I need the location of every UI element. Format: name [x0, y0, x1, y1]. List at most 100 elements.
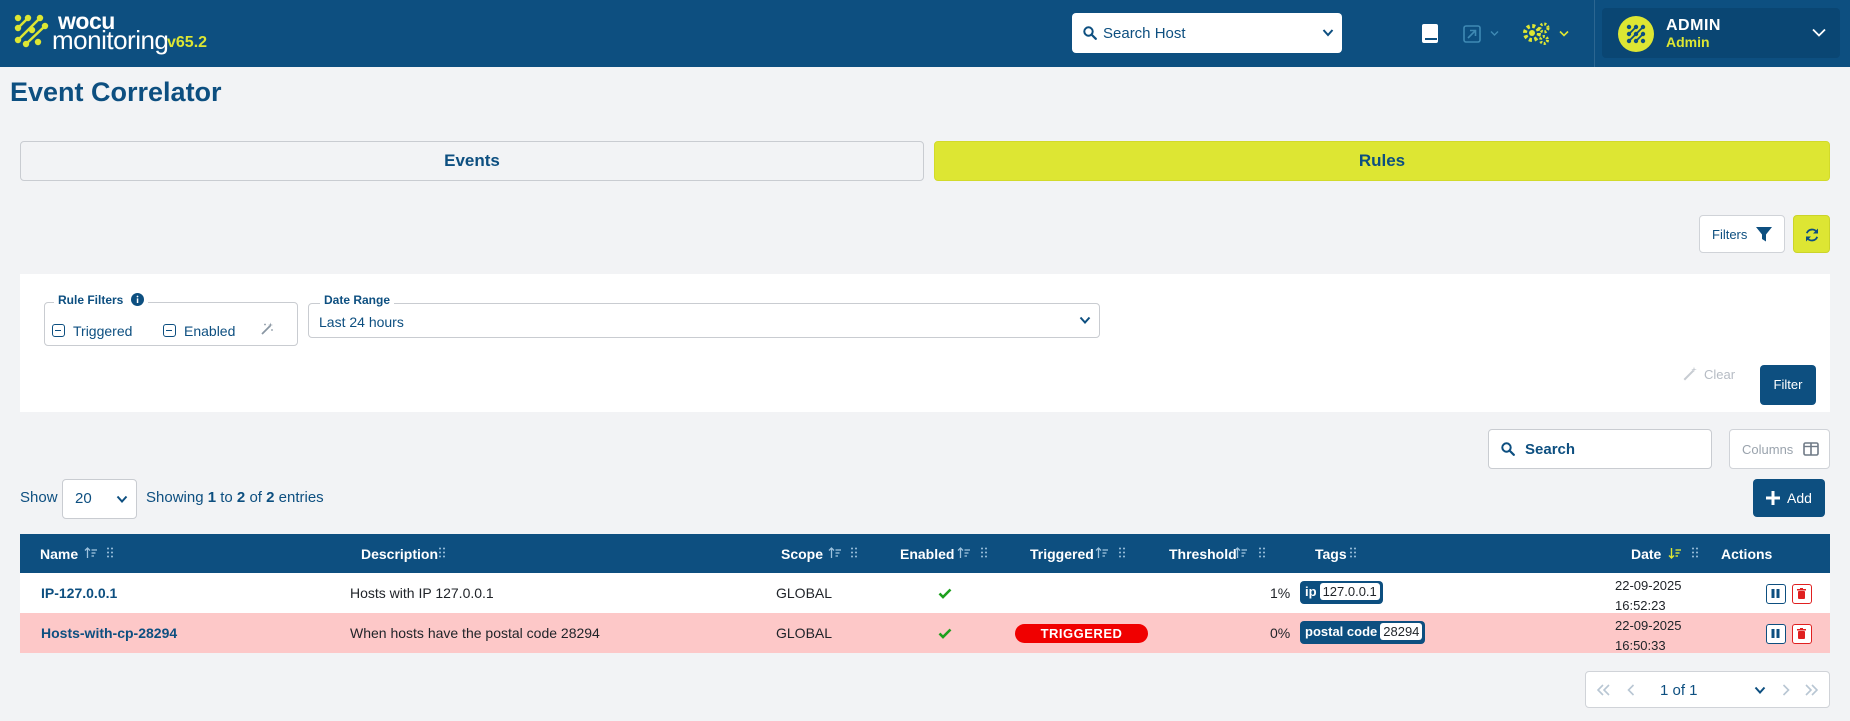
filters-button[interactable]: Filters [1699, 215, 1785, 253]
enabled-label[interactable]: Enabled [184, 323, 236, 339]
drag-handle-icon[interactable] [439, 547, 445, 558]
external-link-icon[interactable] [1463, 25, 1481, 43]
first-page-icon[interactable] [1597, 684, 1610, 696]
pause-button[interactable] [1766, 584, 1786, 604]
chevron-down-icon [1812, 28, 1826, 37]
pause-icon [1771, 589, 1780, 598]
tab-rules[interactable]: Rules [934, 141, 1830, 181]
sort-desc-active-icon[interactable] [1668, 547, 1682, 559]
refresh-button[interactable] [1793, 215, 1830, 253]
drag-handle-icon[interactable] [1350, 547, 1356, 558]
pagination: 1 of 1 [1585, 671, 1830, 708]
delete-button[interactable] [1792, 584, 1812, 604]
drag-handle-icon[interactable] [851, 547, 857, 558]
rule-date-time: 16:52:23 [1615, 598, 1666, 613]
column-header-tags[interactable]: Tags [1315, 546, 1347, 562]
previous-page-icon[interactable] [1627, 684, 1635, 696]
pause-button[interactable] [1766, 624, 1786, 644]
column-header-actions: Actions [1721, 546, 1773, 562]
avatar [1618, 16, 1654, 52]
refresh-icon [1805, 228, 1819, 242]
rule-date-day: 22-09-2025 [1615, 618, 1682, 633]
clear-button[interactable]: Clear [1682, 366, 1735, 390]
add-rule-button[interactable]: Add [1753, 479, 1825, 517]
table-row: IP-127.0.0.1 Hosts with IP 127.0.0.1 GLO… [20, 573, 1830, 613]
wocu-logo-icon[interactable] [14, 14, 50, 50]
info-icon[interactable] [130, 293, 144, 306]
triggered-badge: TRIGGERED [1015, 624, 1148, 643]
rule-threshold: 0% [1270, 625, 1291, 641]
column-header-triggered[interactable]: Triggered [1030, 546, 1094, 562]
sort-icon[interactable] [828, 547, 842, 559]
column-header-enabled[interactable]: Enabled [900, 546, 955, 562]
drag-handle-icon[interactable] [981, 547, 987, 558]
tag-key: postal code [1305, 624, 1378, 639]
search-icon [1501, 442, 1515, 456]
check-icon [938, 628, 952, 639]
column-header-name[interactable]: Name [40, 546, 79, 562]
table-search-input[interactable]: Search [1488, 429, 1712, 469]
column-header-threshold[interactable]: Threshold [1169, 546, 1237, 562]
column-header-date[interactable]: Date [1631, 546, 1662, 562]
pause-icon [1771, 629, 1780, 638]
triggered-label[interactable]: Triggered [73, 323, 133, 339]
rule-name-link[interactable]: IP-127.0.0.1 [41, 585, 118, 601]
gears-icon[interactable] [1522, 21, 1550, 45]
clear-button-label: Clear [1704, 367, 1736, 382]
column-header-description[interactable]: Description [361, 546, 439, 562]
rule-date-day: 22-09-2025 [1615, 578, 1682, 593]
trash-icon [1797, 588, 1806, 599]
showing-to: 2 [236, 489, 246, 506]
user-menu[interactable]: ADMIN Admin [1602, 8, 1840, 58]
rule-date-time: 16:50:33 [1615, 638, 1666, 653]
logo-text-wocu: wocu [58, 8, 115, 34]
column-header-scope[interactable]: Scope [781, 546, 824, 562]
drag-handle-icon[interactable] [1119, 547, 1125, 558]
filters-button-label: Filters [1712, 227, 1748, 242]
table-row: Hosts-with-cp-28294 When hosts have the … [20, 613, 1830, 653]
next-page-icon[interactable] [1782, 684, 1790, 696]
sort-icon[interactable] [1095, 547, 1109, 559]
columns-button[interactable]: Columns [1729, 429, 1830, 469]
drag-handle-icon[interactable] [107, 547, 113, 558]
page-size-select[interactable]: 20 [62, 479, 137, 519]
wocu-avatar-icon [1626, 24, 1646, 44]
chevron-down-icon[interactable] [1754, 686, 1766, 695]
drag-handle-icon[interactable] [1692, 547, 1698, 558]
magic-wand-icon[interactable] [260, 322, 274, 336]
rule-name-link[interactable]: Hosts-with-cp-28294 [41, 625, 178, 641]
plus-icon [1766, 491, 1780, 505]
showing-from: 1 [207, 489, 217, 506]
search-placeholder: Search [1525, 441, 1576, 458]
drag-handle-icon[interactable] [1259, 547, 1265, 558]
sort-icon[interactable] [84, 547, 98, 559]
rule-filters-legend: Rule Filters [54, 293, 148, 307]
filter-button[interactable]: Filter [1760, 365, 1816, 405]
top-navbar: wocu monitoring v65.2 Search Host ADMIN … [0, 0, 1850, 67]
sort-icon[interactable] [1234, 547, 1248, 559]
rule-filters-group [44, 302, 298, 346]
showing-prefix: Showing [146, 489, 204, 506]
tab-events[interactable]: Events [20, 141, 924, 181]
last-page-icon[interactable] [1805, 684, 1818, 696]
showing-suffix: entries [278, 489, 324, 506]
sort-icon[interactable] [957, 547, 971, 559]
showing-entries-text: Showing 1 to 2 of 2 entries [146, 489, 324, 506]
book-icon[interactable] [1420, 23, 1440, 44]
rule-description: Hosts with IP 127.0.0.1 [350, 585, 494, 601]
date-range-select[interactable]: Last 24 hours [308, 303, 1100, 338]
showing-to-word: to [220, 489, 233, 506]
showing-total: 2 [266, 489, 275, 506]
chevron-down-icon [116, 495, 128, 503]
rule-description: When hosts have the postal code 28294 [350, 625, 600, 641]
chevron-down-icon[interactable] [1559, 30, 1569, 37]
rule-filters-label: Rule Filters [58, 293, 124, 307]
user-name: ADMIN [1666, 17, 1721, 34]
search-host-select[interactable]: Search Host [1072, 13, 1342, 53]
page-size-value: 20 [75, 490, 92, 507]
page-indicator: 1 of 1 [1660, 682, 1698, 699]
delete-button[interactable] [1792, 624, 1812, 644]
magic-wand-icon [1683, 366, 1697, 381]
triggered-checkbox[interactable] [52, 324, 65, 337]
enabled-checkbox[interactable] [163, 324, 176, 337]
